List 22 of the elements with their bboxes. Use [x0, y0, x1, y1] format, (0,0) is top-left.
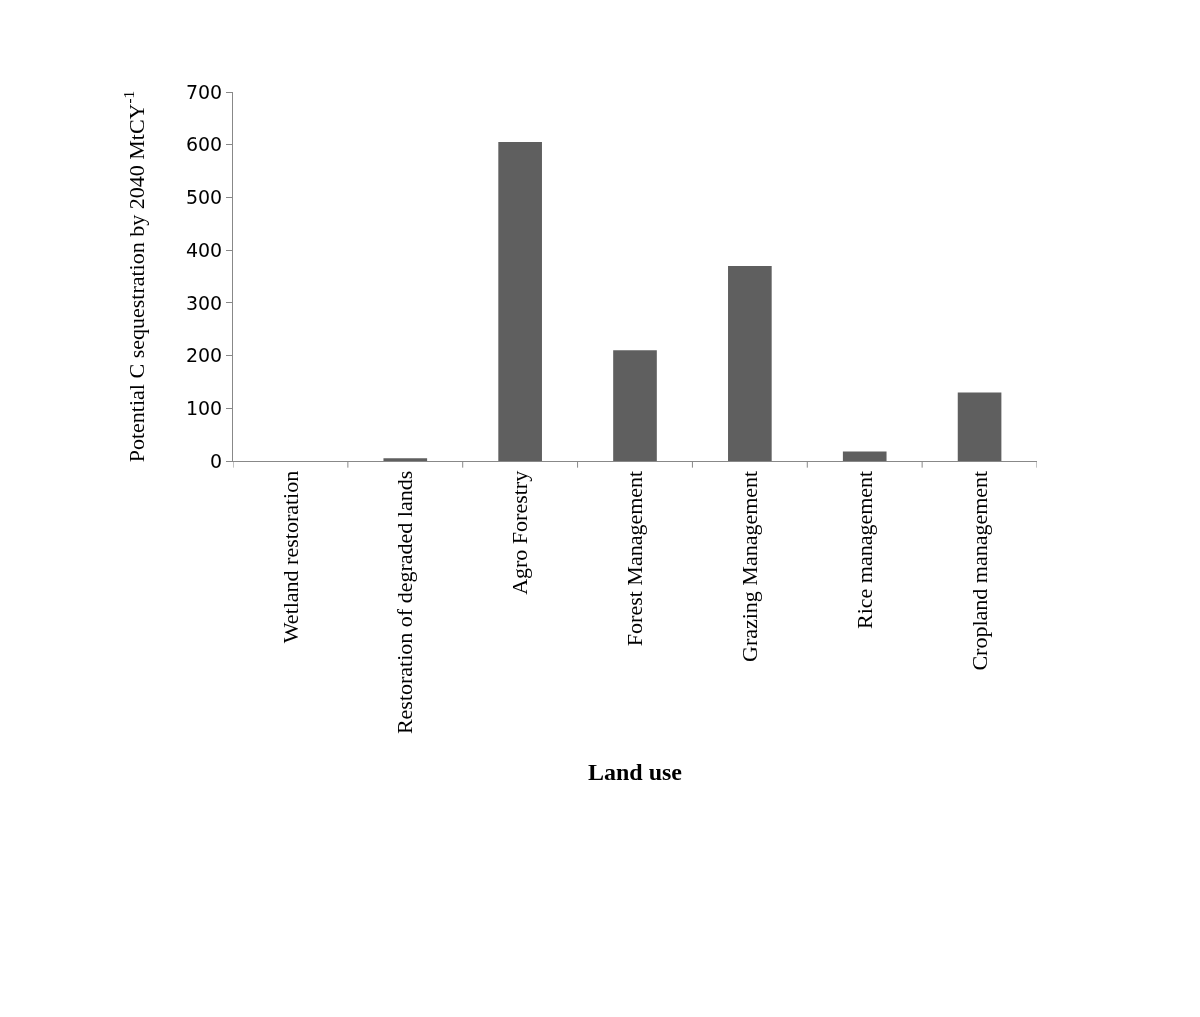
x-tick-label: Rice management: [851, 470, 877, 630]
x-tick-label: Agro Forestry: [507, 470, 533, 595]
y-tick-label: 300: [185, 291, 223, 314]
x-tick-label: Restoration of degraded lands: [392, 470, 418, 735]
bar: [498, 142, 542, 461]
bar: [957, 392, 1002, 461]
bar: [383, 458, 428, 461]
x-axis-title: Land use: [587, 759, 683, 786]
y-tick-label: 700: [185, 80, 223, 103]
bar: [728, 265, 772, 461]
y-tick-label: 600: [185, 133, 223, 156]
y-tick-label: 0: [210, 449, 223, 472]
x-tick-label: Cropland management: [966, 470, 992, 671]
y-tick-label: 500: [185, 186, 223, 209]
x-tick-label: Forest Management: [622, 470, 648, 647]
y-tick-label: 200: [185, 344, 223, 367]
y-tick-label: 400: [185, 238, 223, 261]
x-tick-label: Wetland restoration: [277, 470, 303, 644]
x-tick-label: Grazing Management: [737, 470, 763, 662]
bar: [842, 451, 887, 461]
bar: [613, 350, 657, 461]
y-tick-label: 100: [185, 396, 223, 419]
